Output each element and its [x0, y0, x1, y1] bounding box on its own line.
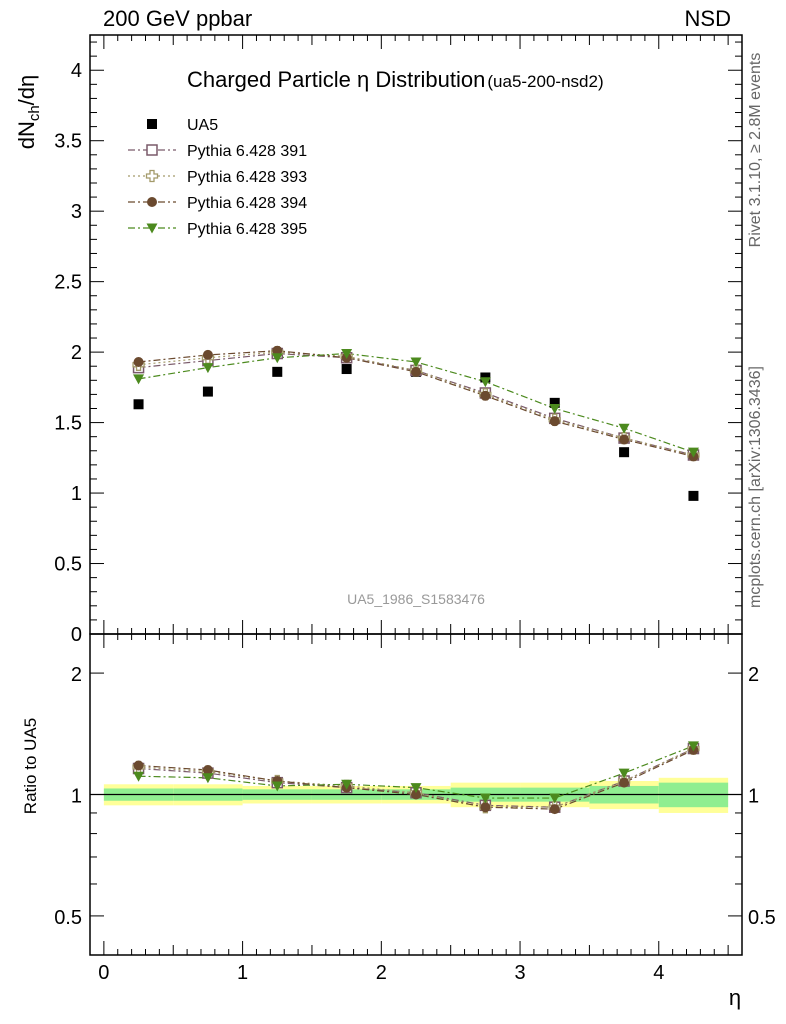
header-top-right: NSD [684, 6, 731, 31]
ratio-y-tick-label-right: 0.5 [748, 907, 776, 929]
legend-marker [146, 144, 158, 156]
ratio-point-pythia-6-428-395 [479, 793, 491, 804]
y-axis-label: dNch/dη [14, 75, 43, 150]
ratio-point-pythia-6-428-394 [411, 789, 421, 800]
legend-label: UA5 [187, 117, 218, 134]
x-tick-label: 2 [376, 962, 387, 984]
ratio-series-markers [132, 741, 700, 815]
data-point-pythia-6-428-394 [133, 356, 144, 367]
legend-marker [147, 119, 157, 129]
ratio-series-lines [138, 745, 694, 810]
x-tick-label: 3 [514, 962, 525, 984]
data-point-pythia-6-428-395 [479, 377, 491, 388]
data-point-ua5 [133, 399, 144, 410]
data-point-ua5 [202, 386, 213, 397]
data-point-pythia-6-428-395 [549, 403, 561, 414]
ratio-point-pythia-6-428-395 [133, 771, 145, 782]
data-point-pythia-6-428-394 [619, 434, 630, 445]
ratio-point-pythia-6-428-395 [549, 793, 561, 804]
ratio-point-pythia-6-428-394 [619, 777, 630, 788]
y-tick-label: 3 [71, 201, 82, 223]
data-point-pythia-6-428-394 [272, 345, 283, 356]
ratio-line-pythia-6-428-391 [138, 748, 694, 808]
y-tick-label: 2.5 [54, 272, 82, 294]
data-point-pythia-6-428-395 [133, 374, 145, 385]
series-line-pythia-6-428-394 [138, 350, 694, 457]
ratio-y-tick-label: 1 [71, 786, 82, 808]
data-point-pythia-6-428-394 [549, 416, 560, 427]
ratio-point-pythia-6-428-395 [687, 741, 699, 752]
legend-label: Pythia 6.428 391 [187, 143, 307, 160]
x-tick-label: 4 [653, 962, 664, 984]
ratio-point-pythia-6-428-394 [133, 760, 144, 771]
chart-title: Charged Particle η Distribution (ua5-200-… [187, 67, 604, 92]
y-tick-label: 4 [71, 60, 82, 82]
data-point-pythia-6-428-394 [202, 349, 213, 360]
data-point-pythia-6-428-394 [480, 390, 491, 401]
ratio-point-pythia-6-428-395 [271, 781, 283, 792]
x-tick-label: 1 [237, 962, 248, 984]
ratio-point-pythia-6-428-395 [618, 768, 630, 779]
data-point-pythia-6-428-395 [687, 447, 699, 458]
y-tick-label: 2 [71, 342, 82, 364]
ratio-point-pythia-6-428-395 [202, 773, 214, 784]
y-tick-label: 0.5 [54, 554, 82, 576]
legend-label: Pythia 6.428 395 [187, 221, 307, 238]
ratio-point-pythia-6-428-394 [480, 802, 491, 813]
data-point-pythia-6-428-395 [341, 349, 353, 360]
data-point-ua5 [619, 447, 630, 458]
ratio-point-pythia-6-428-395 [410, 783, 422, 794]
main-series-markers [132, 345, 700, 501]
data-point-ua5 [549, 397, 560, 408]
y-tick-label: 0 [71, 624, 82, 646]
ratio-y-tick-label: 2 [71, 664, 82, 686]
data-point-pythia-6-428-395 [202, 363, 214, 374]
series-line-pythia-6-428-395 [138, 352, 694, 453]
ratio-point-pythia-6-428-394 [549, 804, 560, 815]
ratio-line-pythia-6-428-395 [138, 745, 694, 799]
ratio-point-pythia-6-428-395 [341, 779, 353, 790]
legend-marker [145, 169, 159, 183]
data-point-pythia-6-428-394 [411, 366, 421, 377]
legend: UA5 Pythia 6.428 391 Pythia 6.428 393 Pythi… [128, 117, 307, 238]
legend-marker [147, 197, 157, 207]
ratio-y-axis-label: Ratio to UA5 [21, 718, 40, 814]
series-line-pythia-6-428-391 [138, 352, 694, 456]
ratio-y-tick-label-right: 1 [748, 786, 759, 808]
x-tick-label: 0 [98, 962, 109, 984]
ratio-y-tick-label-right: 2 [748, 664, 759, 686]
legend-label: Pythia 6.428 393 [187, 169, 307, 186]
chart-texts: 0 1 2 3 4 η 0 0.5 1 1.5 2 2.5 3 3.5 4 0.5 0.5 1 1 2 2 dNch/dη… [14, 60, 776, 1010]
x-axis-label: η [729, 985, 741, 1010]
y-tick-label: 1.5 [54, 413, 82, 435]
data-point-ua5 [272, 366, 283, 377]
ratio-line-pythia-6-428-394 [138, 749, 694, 810]
data-point-pythia-6-428-395 [410, 357, 422, 368]
ratio-y-tick-label: 0.5 [54, 907, 82, 929]
ratio-point-pythia-6-428-394 [202, 765, 213, 776]
main-series-lines [138, 350, 694, 457]
analysis-watermark: UA5_1986_S1583476 [347, 591, 485, 607]
header-top-left: 200 GeV ppbar [103, 6, 253, 31]
data-point-pythia-6-428-395 [618, 423, 630, 434]
y-tick-label: 1 [71, 483, 82, 505]
data-point-ua5 [341, 364, 352, 375]
data-point-ua5 [688, 490, 699, 501]
legend-marker [146, 223, 158, 234]
y-tick-label: 3.5 [54, 131, 82, 153]
data-point-pythia-6-428-395 [271, 353, 283, 364]
legend-label: Pythia 6.428 394 [187, 195, 307, 212]
